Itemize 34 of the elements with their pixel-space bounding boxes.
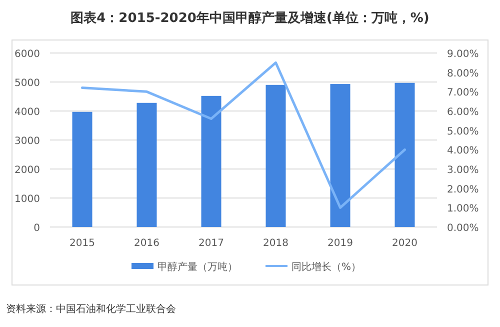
y2-tick-label: 6.00% [447,107,479,118]
y-tick-label: 3000 [14,136,40,147]
y-tick-label: 2000 [14,165,40,176]
text: 资料来源：中国石油和化学工业联合会 [6,303,176,315]
y2-tick-label: 4.00% [447,146,479,157]
legend-label: 同比增长（%） [292,261,362,273]
y-tick-label: 5000 [14,78,40,89]
y2-tick-label: 8.00% [447,68,479,80]
bar [266,84,286,227]
bar [201,96,222,227]
y2-tick-label: 5.00% [447,126,479,138]
chart-title: 图表4：2015-2020年中国甲醇产量及增速(单位：万吨，%) [70,10,430,26]
bar [136,102,157,227]
y2-tick-label: 3.00% [447,165,479,176]
legend-label: 甲醇产量（万吨） [158,261,238,273]
y2-tick-label: 0.00% [447,223,479,234]
x-tick-label: 2018 [263,238,288,249]
bar [330,84,350,227]
bar [394,82,415,227]
x-tick-label: 2019 [328,238,353,249]
x-tick-label: 2016 [134,238,160,249]
line-series [81,61,406,209]
y-tick-label: 4000 [14,107,40,118]
y-tick-label: 6000 [14,49,40,60]
y-tick-label: 0 [34,223,40,234]
y2-tick-label: 2.00% [447,184,479,196]
x-tick-label: 2020 [392,238,418,249]
y2-tick-label: 7.00% [447,88,479,99]
x-tick-label: 2015 [70,238,95,249]
x-tick-label: 2017 [198,238,224,249]
y2-tick-label: 1.00% [447,204,479,215]
y2-tick-label: 9.00% [447,49,479,60]
bar [72,112,92,227]
y-tick-label: 1000 [14,194,40,205]
